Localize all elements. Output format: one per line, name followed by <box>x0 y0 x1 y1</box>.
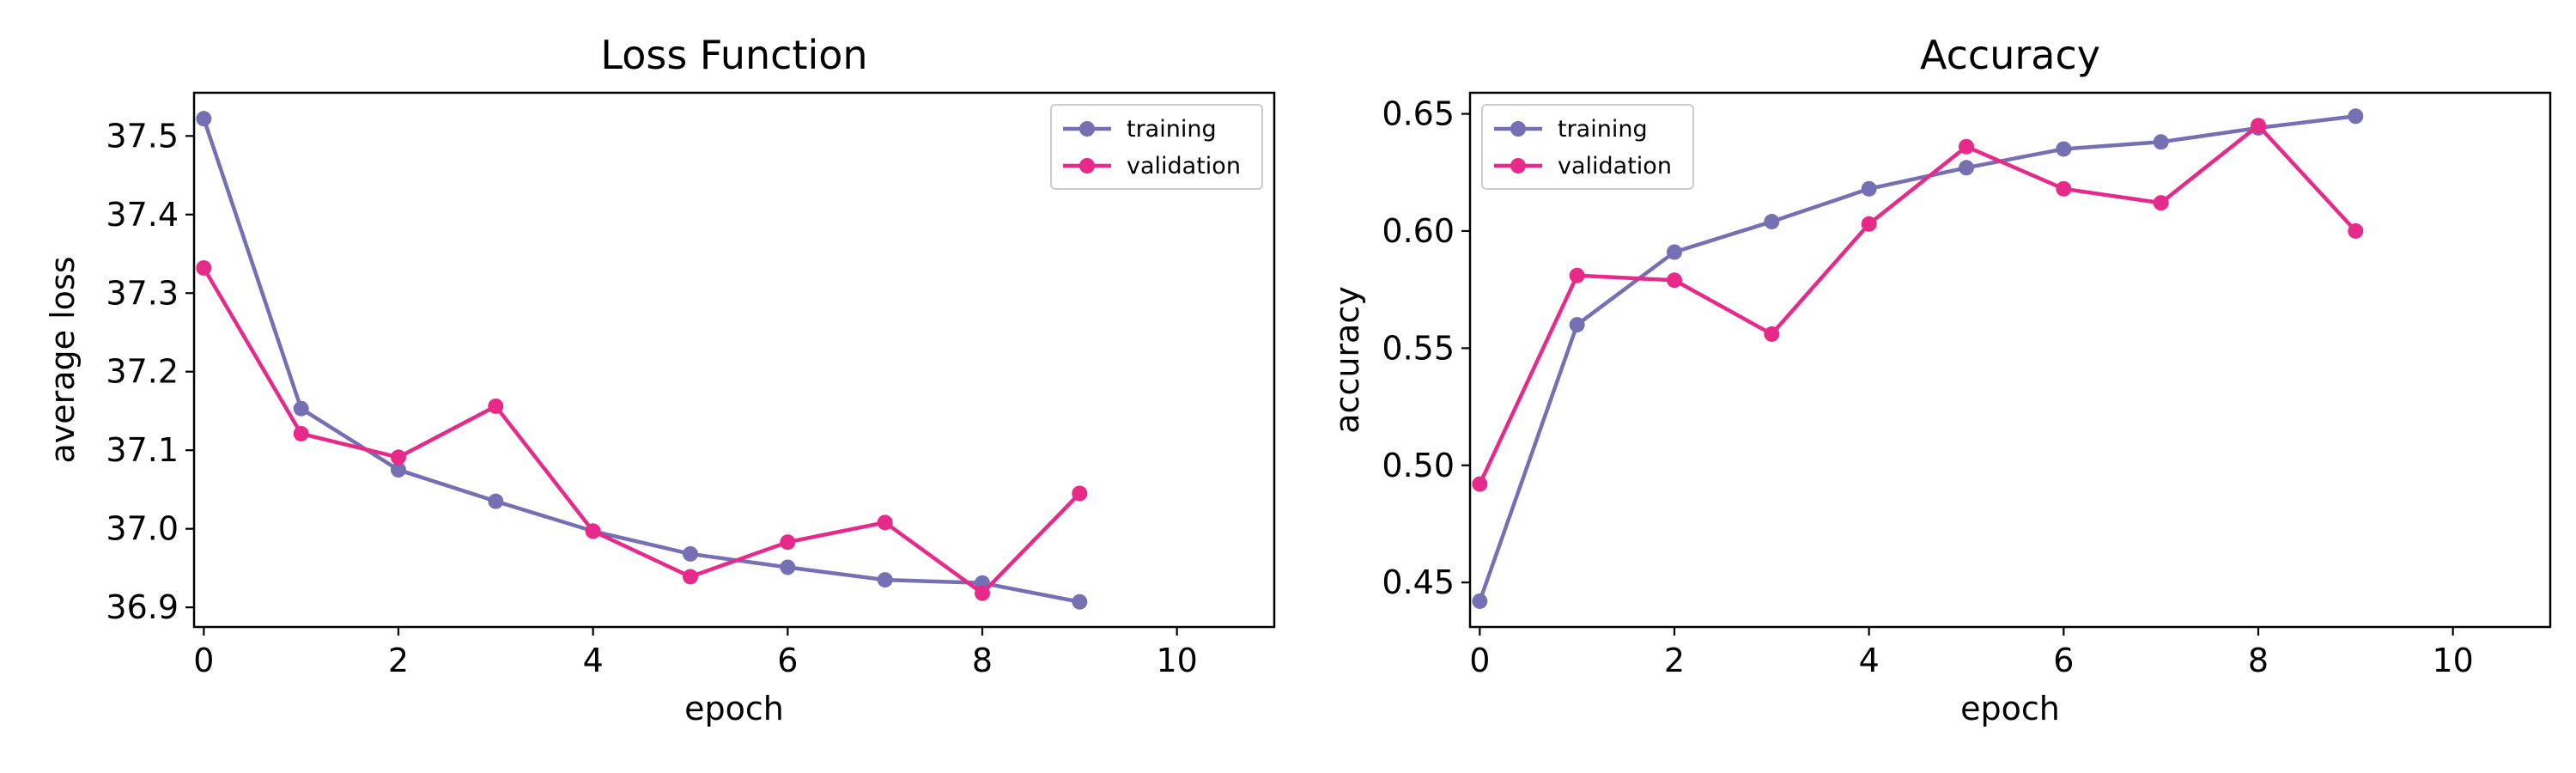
data-point-training <box>1764 214 1780 230</box>
y-tick-label: 36.9 <box>106 588 179 626</box>
legend-marker-validation <box>1079 158 1095 173</box>
y-tick-label: 37.2 <box>106 353 179 391</box>
chart-title: Accuracy <box>1920 32 2100 78</box>
data-point-training <box>1861 180 1877 197</box>
plot-area <box>192 91 1276 629</box>
x-tick-label: 6 <box>777 642 798 679</box>
legend-marker-training <box>1510 121 1526 137</box>
data-point-validation <box>1667 272 1682 289</box>
series-line-training <box>202 118 1080 604</box>
legend-box <box>1481 104 1694 190</box>
data-point-validation <box>1569 267 1585 283</box>
y-tick-label: 37.1 <box>106 431 179 469</box>
y-axis-label: average loss <box>44 256 82 463</box>
data-point-validation <box>585 523 601 539</box>
data-point-validation <box>2153 195 2169 211</box>
data-point-validation <box>975 585 990 601</box>
data-point-validation <box>1072 485 1088 502</box>
data-point-validation <box>683 569 698 585</box>
legend-box <box>1050 104 1263 190</box>
plot-area <box>1468 91 2552 629</box>
y-tick-label: 37.4 <box>106 196 179 234</box>
legend: training validation <box>1481 104 1694 190</box>
data-point-validation <box>293 425 309 441</box>
data-point-validation <box>780 534 796 551</box>
y-tick-label: 37.0 <box>106 510 179 548</box>
data-point-validation <box>1959 138 1974 155</box>
x-tick-label: 8 <box>2248 642 2269 679</box>
data-point-training <box>196 111 212 127</box>
x-axis-label: epoch <box>684 690 784 727</box>
x-tick-label: 0 <box>193 642 214 679</box>
data-point-validation <box>1861 216 1877 232</box>
y-tick-label: 0.65 <box>1382 95 1455 133</box>
x-tick-label: 10 <box>2432 642 2473 679</box>
legend-label-validation: validation <box>1127 153 1241 180</box>
data-point-training <box>780 559 796 575</box>
legend-label-validation: validation <box>1558 153 1672 180</box>
legend-marker-training <box>1079 121 1095 137</box>
x-tick-label: 2 <box>388 642 409 679</box>
data-point-validation <box>2251 118 2266 134</box>
data-point-training <box>293 400 309 417</box>
chart-1: Accuracy 0 2 4 6 8 10 0.45 0.50 0.55 0.60 0.65 epoch… <box>1328 32 2552 727</box>
x-tick-label: 6 <box>2053 642 2074 679</box>
y-axis-label: accuracy <box>1328 286 1366 433</box>
data-point-validation <box>391 449 406 466</box>
x-tick-label: 0 <box>1469 642 1490 679</box>
data-point-training <box>1667 244 1682 260</box>
data-point-training <box>2056 141 2072 157</box>
series-line-training <box>1478 114 2356 602</box>
data-point-validation <box>1764 326 1780 342</box>
data-point-training <box>1569 317 1585 333</box>
y-tick-label: 0.55 <box>1382 329 1455 367</box>
data-point-validation <box>488 398 504 414</box>
x-tick-label: 4 <box>1859 642 1880 679</box>
data-point-training <box>2153 134 2169 150</box>
chart-0: Loss Function 0 2 4 6 8 10 36.9 37.0 37.1 37.2 37.3… <box>44 32 1276 727</box>
data-point-training <box>683 545 698 562</box>
series-line-validation <box>202 266 1081 595</box>
x-axis-label: epoch <box>1960 690 2060 727</box>
x-tick-label: 2 <box>1664 642 1685 679</box>
data-point-training <box>1959 160 1974 176</box>
data-point-validation <box>1472 476 1488 492</box>
data-point-validation <box>2056 180 2072 197</box>
data-point-training <box>2348 108 2364 125</box>
data-point-training <box>1072 593 1088 610</box>
x-tick-label: 8 <box>972 642 993 679</box>
series-line-validation <box>1478 123 2357 485</box>
y-tick-label: 37.3 <box>106 274 179 312</box>
data-point-validation <box>2348 222 2364 239</box>
data-point-training <box>391 462 406 478</box>
legend-marker-validation <box>1510 158 1526 173</box>
legend: training validation <box>1050 104 1263 190</box>
data-point-validation <box>196 259 212 276</box>
y-tick-label: 37.5 <box>106 117 179 155</box>
legend-label-training: training <box>1127 116 1217 143</box>
data-point-training <box>877 572 893 588</box>
y-tick-label: 0.50 <box>1382 447 1455 484</box>
x-tick-label: 4 <box>583 642 604 679</box>
y-tick-label: 0.60 <box>1382 212 1455 250</box>
y-tick-label: 0.45 <box>1382 563 1455 601</box>
data-point-validation <box>877 514 893 531</box>
data-point-training <box>488 493 504 509</box>
x-tick-label: 10 <box>1156 642 1197 679</box>
legend-label-training: training <box>1558 116 1648 143</box>
data-point-training <box>1472 593 1488 609</box>
chart-title: Loss Function <box>600 32 867 78</box>
